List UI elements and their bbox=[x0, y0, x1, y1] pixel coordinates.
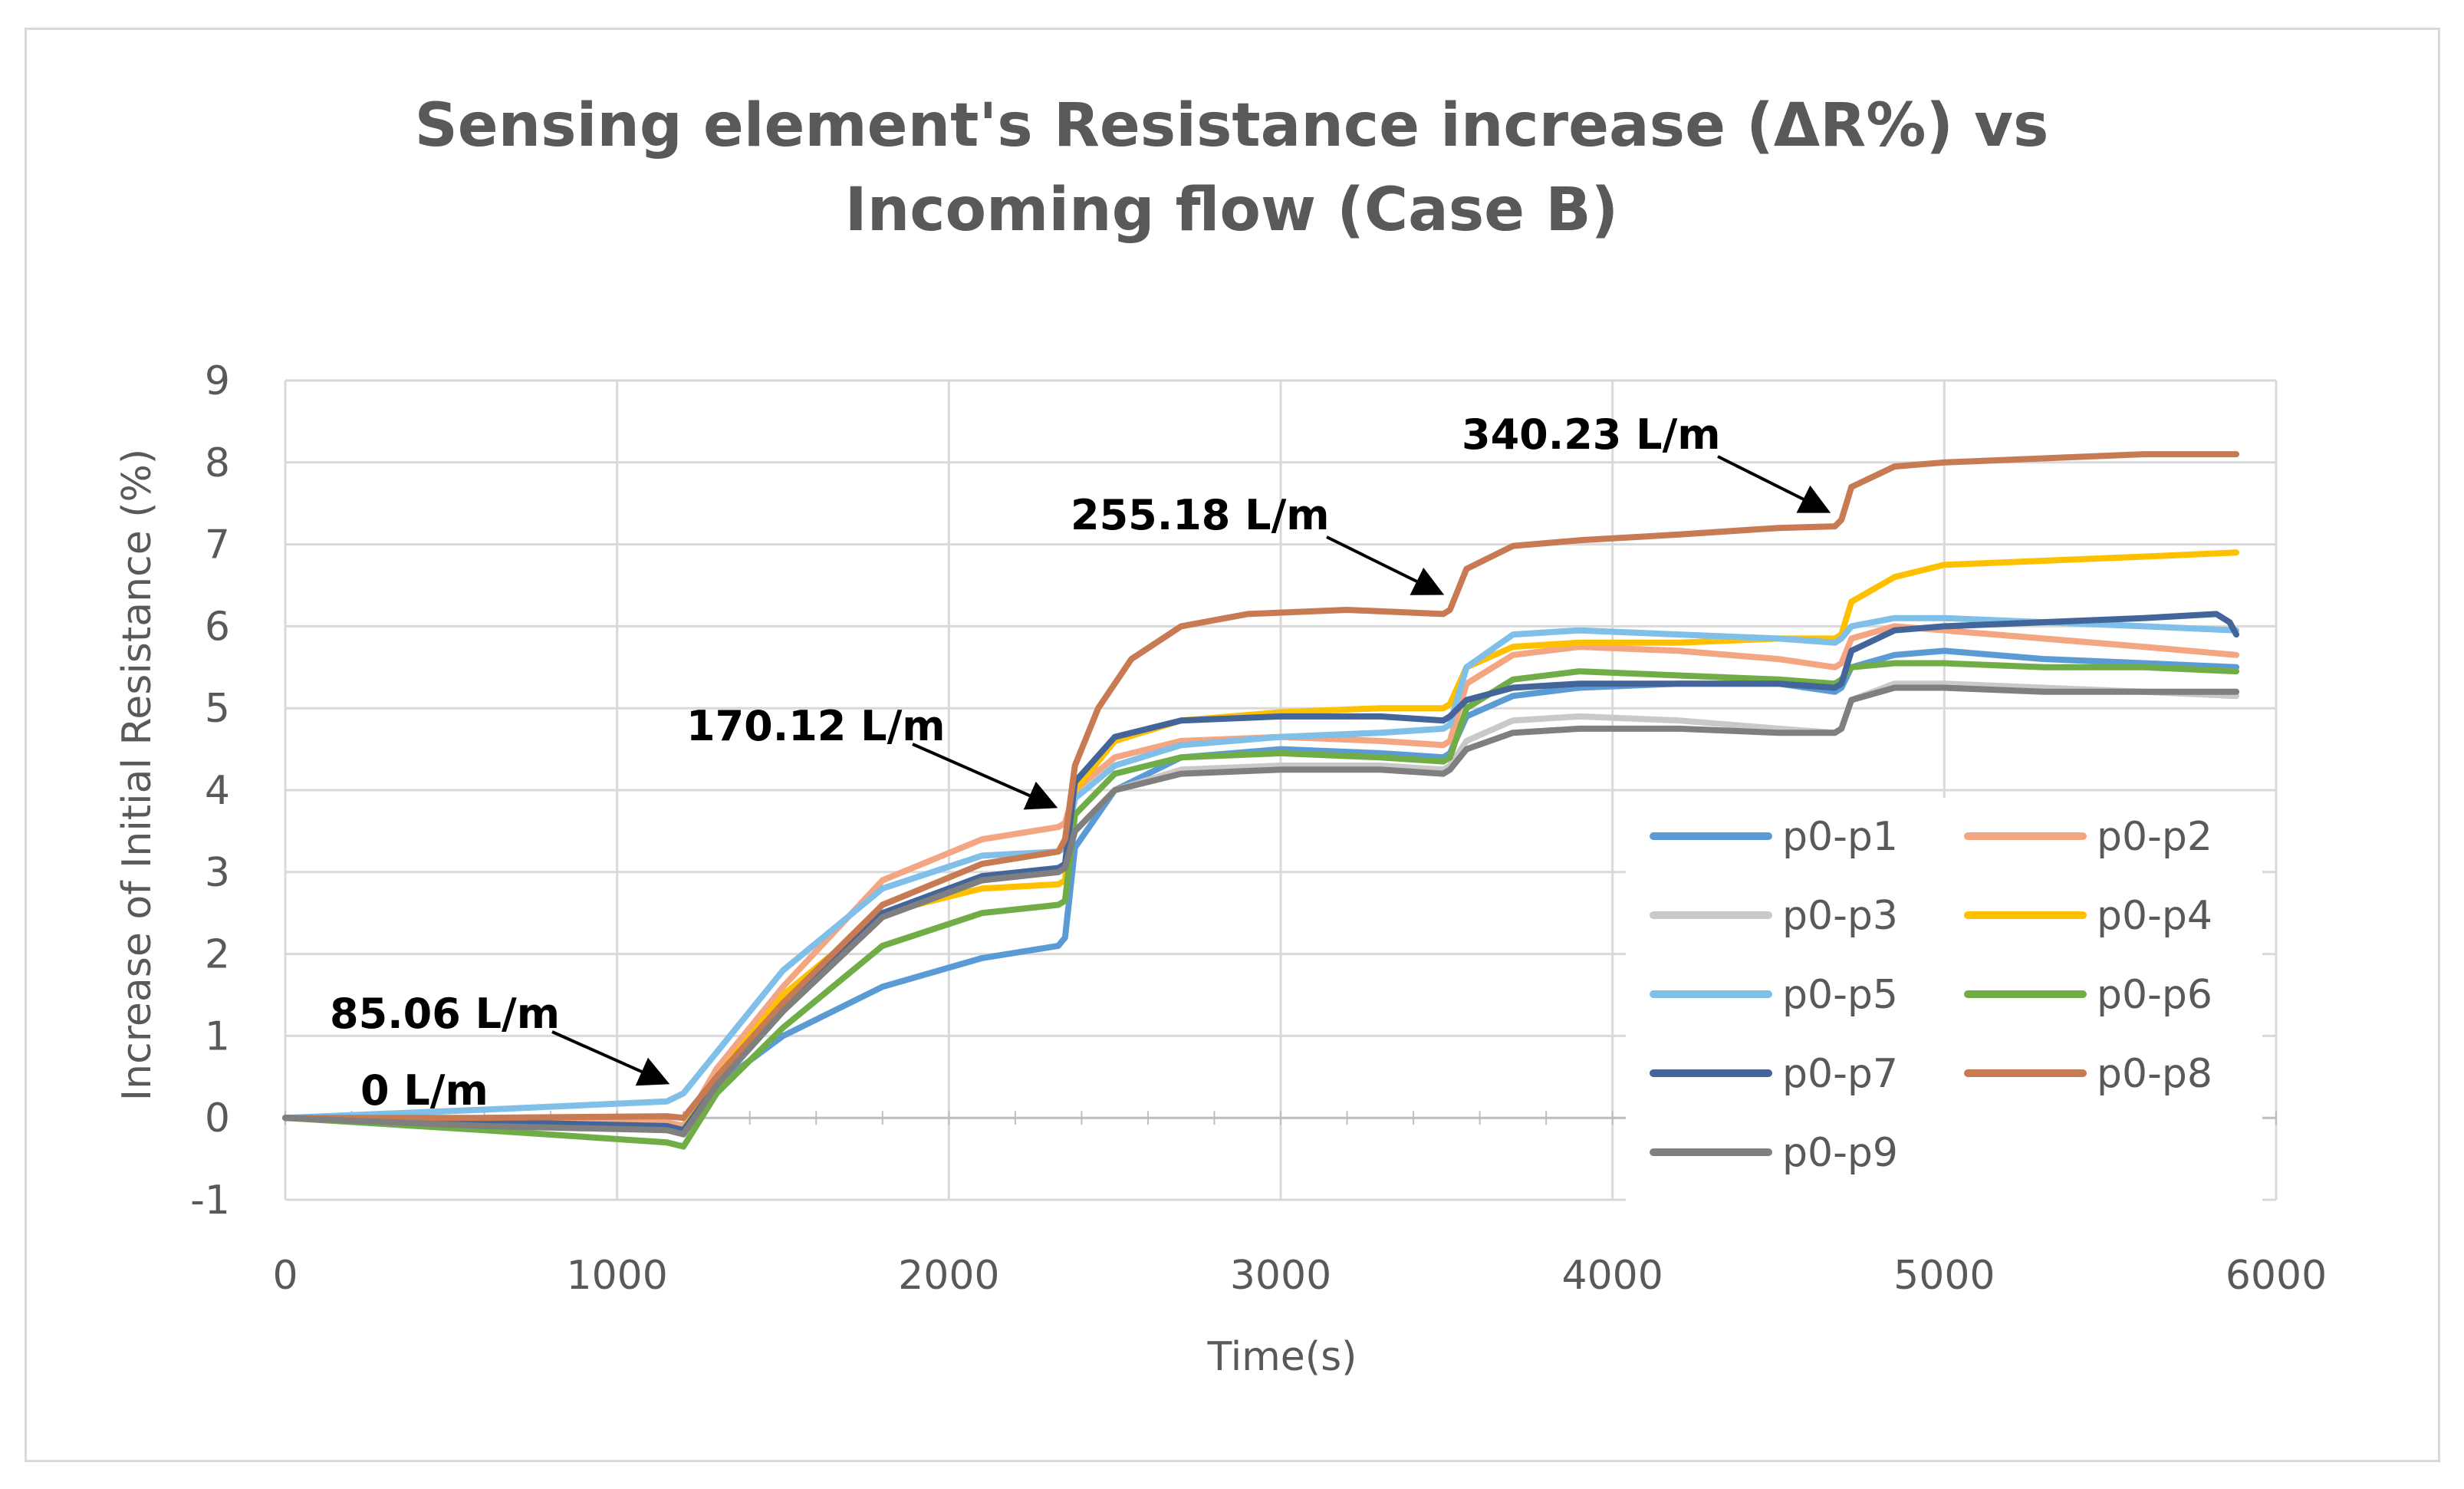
annotation-label: 0 L/m bbox=[360, 1066, 489, 1115]
annotation-label: 85.06 L/m bbox=[330, 990, 560, 1038]
legend-background bbox=[1626, 798, 2262, 1212]
x-axis-title: Time(s) bbox=[1207, 1334, 1357, 1380]
annotation-label: 170.12 L/m bbox=[686, 702, 946, 750]
legend-label-p0-p8: p0-p8 bbox=[2097, 1051, 2212, 1097]
legend-label-p0-p2: p0-p2 bbox=[2097, 814, 2212, 860]
x-tick-label: 6000 bbox=[2225, 1253, 2327, 1299]
annotation-arrow bbox=[1326, 535, 1445, 595]
y-tick-label: 1 bbox=[205, 1013, 230, 1059]
legend-label-p0-p5: p0-p5 bbox=[1782, 972, 1898, 1018]
series-line-p0-p4 bbox=[282, 549, 2240, 1134]
annotation-arrow bbox=[1717, 455, 1831, 513]
y-tick-label: -1 bbox=[190, 1178, 230, 1224]
x-tick-label: 3000 bbox=[1230, 1253, 1331, 1299]
x-tick-label: 5000 bbox=[1893, 1253, 1995, 1299]
y-tick-label: 4 bbox=[205, 768, 230, 814]
tick-labels: -1 0 1 2 3 4 5 6 7 8 9 0 1000 2000 3000 4000 5000 6000 bbox=[190, 358, 2327, 1299]
legend-label-p0-p9: p0-p9 bbox=[1782, 1130, 1898, 1176]
y-tick-label: 0 bbox=[205, 1095, 230, 1141]
y-tick-label: 2 bbox=[205, 932, 230, 978]
annotation-arrow bbox=[912, 743, 1058, 810]
legend: p0-p1 p0-p2 p0-p3 p0-p4 p0-p5 p0-p6 p0-p7 p0-p8… bbox=[1626, 798, 2262, 1212]
annotation-label: 255.18 L/m bbox=[1071, 491, 1330, 539]
series-line-p0-p2 bbox=[282, 623, 2240, 1129]
legend-label-p0-p3: p0-p3 bbox=[1782, 893, 1898, 939]
chart-title-line-2: Incoming flow (Case B) bbox=[845, 176, 1619, 245]
series-line-p0-p6 bbox=[282, 660, 2240, 1150]
chart-title-line-1: Sensing element's Resistance increase (Δ… bbox=[415, 91, 2049, 160]
y-tick-label: 9 bbox=[205, 358, 230, 404]
annotation-arrow bbox=[551, 1030, 670, 1086]
annotations: 0 L/m 85.06 L/m 170.12 L/m 255.18 L/m 340.23… bbox=[330, 410, 1831, 1115]
x-tick-label: 0 bbox=[272, 1253, 298, 1299]
x-tick-label: 2000 bbox=[898, 1253, 999, 1299]
y-tick-label: 6 bbox=[205, 604, 230, 650]
series-line-p0-p5 bbox=[282, 614, 2240, 1122]
chart-frame bbox=[25, 28, 2440, 1462]
y-tick-label: 3 bbox=[205, 850, 230, 896]
x-tick-label: 4000 bbox=[1561, 1253, 1663, 1299]
data-series bbox=[282, 451, 2240, 1150]
legend-label-p0-p6: p0-p6 bbox=[2097, 972, 2212, 1018]
legend-label-p0-p4: p0-p4 bbox=[2097, 893, 2212, 939]
y-tick-label: 5 bbox=[205, 686, 230, 732]
y-axis-title: Increase of Initial Resistance (%) bbox=[114, 449, 160, 1101]
y-tick-label: 7 bbox=[205, 522, 230, 568]
legend-label-p0-p1: p0-p1 bbox=[1782, 814, 1898, 860]
legend-label-p0-p7: p0-p7 bbox=[1782, 1051, 1898, 1097]
series-line-p0-p9 bbox=[282, 684, 2240, 1138]
x-tick-label: 1000 bbox=[566, 1253, 667, 1299]
series-line-p0-p8 bbox=[282, 451, 2240, 1122]
annotation-label: 340.23 L/m bbox=[1462, 410, 1721, 459]
y-tick-label: 8 bbox=[205, 440, 230, 486]
